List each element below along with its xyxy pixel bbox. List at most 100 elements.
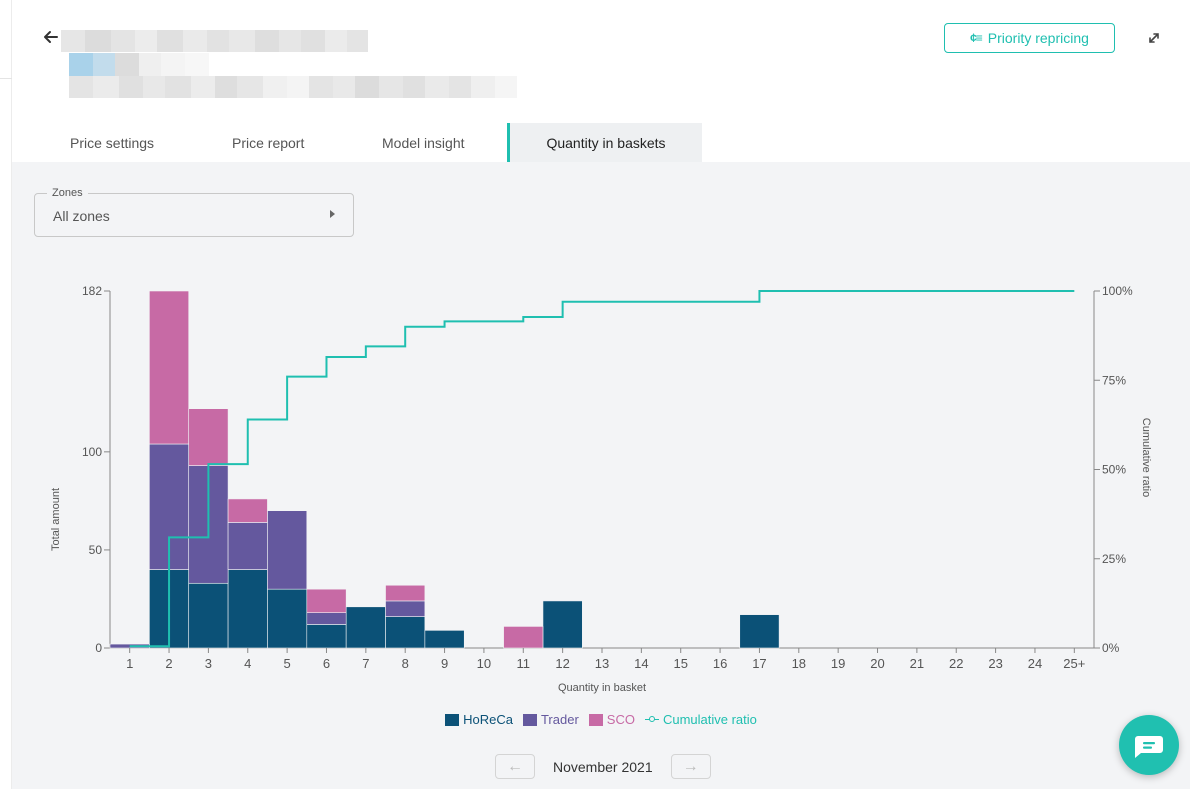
arrow-left-icon xyxy=(44,31,58,43)
chat-button[interactable] xyxy=(1119,715,1179,775)
legend-item-sco[interactable]: SCO xyxy=(588,712,635,727)
x-tick-label: 10 xyxy=(477,656,491,671)
legend-label: HoReCa xyxy=(463,712,513,727)
y-axis-label: Total amount xyxy=(50,488,62,551)
y2-tick-label: 100% xyxy=(1102,284,1133,298)
bar-trader xyxy=(306,612,347,625)
x-tick-label: 2 xyxy=(165,656,172,671)
x-tick-label: 25+ xyxy=(1063,656,1085,671)
bar-horeca xyxy=(542,600,583,649)
previous-month-button[interactable]: ← xyxy=(495,754,535,779)
legend-swatch xyxy=(445,713,460,726)
x-tick-label: 6 xyxy=(323,656,330,671)
legend-label: Trader xyxy=(540,712,579,727)
x-tick-label: 3 xyxy=(205,656,212,671)
legend-swatch xyxy=(522,713,537,726)
x-tick-label: 12 xyxy=(555,656,569,671)
x-tick-label: 23 xyxy=(988,656,1002,671)
bar-sco xyxy=(503,626,544,649)
priority-repricing-icon: ¢≡ xyxy=(970,31,983,45)
next-month-button[interactable]: → xyxy=(670,754,711,779)
x-tick-label: 11 xyxy=(517,656,531,671)
x-tick-label: 1 xyxy=(126,656,133,671)
zones-label: Zones xyxy=(47,187,88,199)
legend-item-trader[interactable]: Trader xyxy=(522,712,579,727)
legend-label: Cumulative ratio xyxy=(662,712,757,727)
caret-right-icon xyxy=(330,210,335,218)
bar-horeca xyxy=(345,606,386,649)
left-rail xyxy=(0,0,12,789)
y-tick-label: 0 xyxy=(95,641,102,655)
legend-item-cumulative-ratio[interactable]: Cumulative ratio xyxy=(644,712,757,727)
bar-horeca xyxy=(188,582,229,649)
x-tick-label: 8 xyxy=(402,656,409,671)
tab-bar: Price settings Price report Model insigh… xyxy=(12,123,1190,163)
y-tick-label: 100 xyxy=(82,445,102,459)
bar-horeca xyxy=(267,588,308,649)
bar-horeca xyxy=(227,569,268,649)
arrow-left-icon: ← xyxy=(507,757,523,775)
bar-horeca xyxy=(385,616,426,649)
bar-trader xyxy=(385,600,426,617)
bar-trader xyxy=(267,510,308,590)
x-tick-label: 24 xyxy=(1028,656,1042,671)
bar-sco xyxy=(188,408,229,466)
y2-tick-label: 75% xyxy=(1102,373,1126,387)
x-tick-label: 15 xyxy=(673,656,687,671)
arrow-right-icon: → xyxy=(682,757,699,775)
tab-model-insight[interactable]: Model insight xyxy=(382,135,465,151)
y2-tick-label: 0% xyxy=(1102,641,1120,655)
bar-horeca xyxy=(739,614,780,649)
legend-line-marker xyxy=(644,715,659,725)
product-tag-redacted xyxy=(69,53,209,76)
x-tick-label: 14 xyxy=(634,656,648,671)
x-tick-label: 22 xyxy=(949,656,963,671)
y2-tick-label: 50% xyxy=(1102,463,1126,477)
priority-repricing-button[interactable]: ¢≡ Priority repricing xyxy=(944,23,1115,53)
x-tick-label: 21 xyxy=(910,656,924,671)
x-tick-label: 17 xyxy=(752,656,766,671)
x-tick-label: 4 xyxy=(244,656,251,671)
bar-sco xyxy=(227,498,268,523)
y-tick-label: 50 xyxy=(89,543,103,557)
y-tick-label: 182 xyxy=(82,284,102,298)
bar-horeca xyxy=(424,630,465,649)
legend-label: SCO xyxy=(606,712,635,727)
expand-button[interactable] xyxy=(1144,28,1164,48)
bar-sco xyxy=(306,588,347,613)
x-tick-label: 18 xyxy=(792,656,806,671)
x-tick-label: 9 xyxy=(441,656,448,671)
bar-trader xyxy=(227,522,268,570)
month-label: November 2021 xyxy=(553,758,653,775)
x-tick-label: 7 xyxy=(362,656,369,671)
cumulative-ratio-line xyxy=(129,290,1075,648)
expand-icon xyxy=(1149,33,1159,43)
x-tick-label: 20 xyxy=(870,656,884,671)
priority-repricing-label: Priority repricing xyxy=(987,30,1089,46)
chart-legend: HoReCa Trader SCO Cumulative ratio xyxy=(12,712,1190,727)
content-area: Zones All zones 0 50 100 182 0% 25% 50% 75% 100%… xyxy=(12,162,1190,789)
tab-price-report[interactable]: Price report xyxy=(232,135,305,151)
x-tick-label: 16 xyxy=(713,656,727,671)
y2-axis-label: Cumulative ratio xyxy=(1140,418,1152,497)
legend-item-horeca[interactable]: HoReCa xyxy=(445,712,513,727)
x-tick-label: 5 xyxy=(284,656,291,671)
bar-sco xyxy=(149,290,190,445)
x-axis-label: Quantity in basket xyxy=(558,682,646,694)
tab-quantity-in-baskets[interactable]: Quantity in baskets xyxy=(507,123,702,163)
product-title-redacted xyxy=(61,30,368,52)
chat-icon xyxy=(1135,736,1163,758)
x-tick-label: 13 xyxy=(595,656,609,671)
legend-swatch xyxy=(588,713,603,726)
y2-tick-label: 25% xyxy=(1102,552,1126,566)
back-button[interactable] xyxy=(40,26,62,48)
product-subtitle-redacted xyxy=(69,76,529,98)
tab-price-settings[interactable]: Price settings xyxy=(70,135,155,151)
zones-value: All zones xyxy=(53,208,110,224)
bar-sco xyxy=(385,584,426,602)
month-pager: ← November 2021 → xyxy=(495,754,711,779)
bar-horeca xyxy=(306,624,347,649)
x-tick-label: 19 xyxy=(831,656,845,671)
zones-select[interactable]: Zones All zones xyxy=(34,187,354,237)
